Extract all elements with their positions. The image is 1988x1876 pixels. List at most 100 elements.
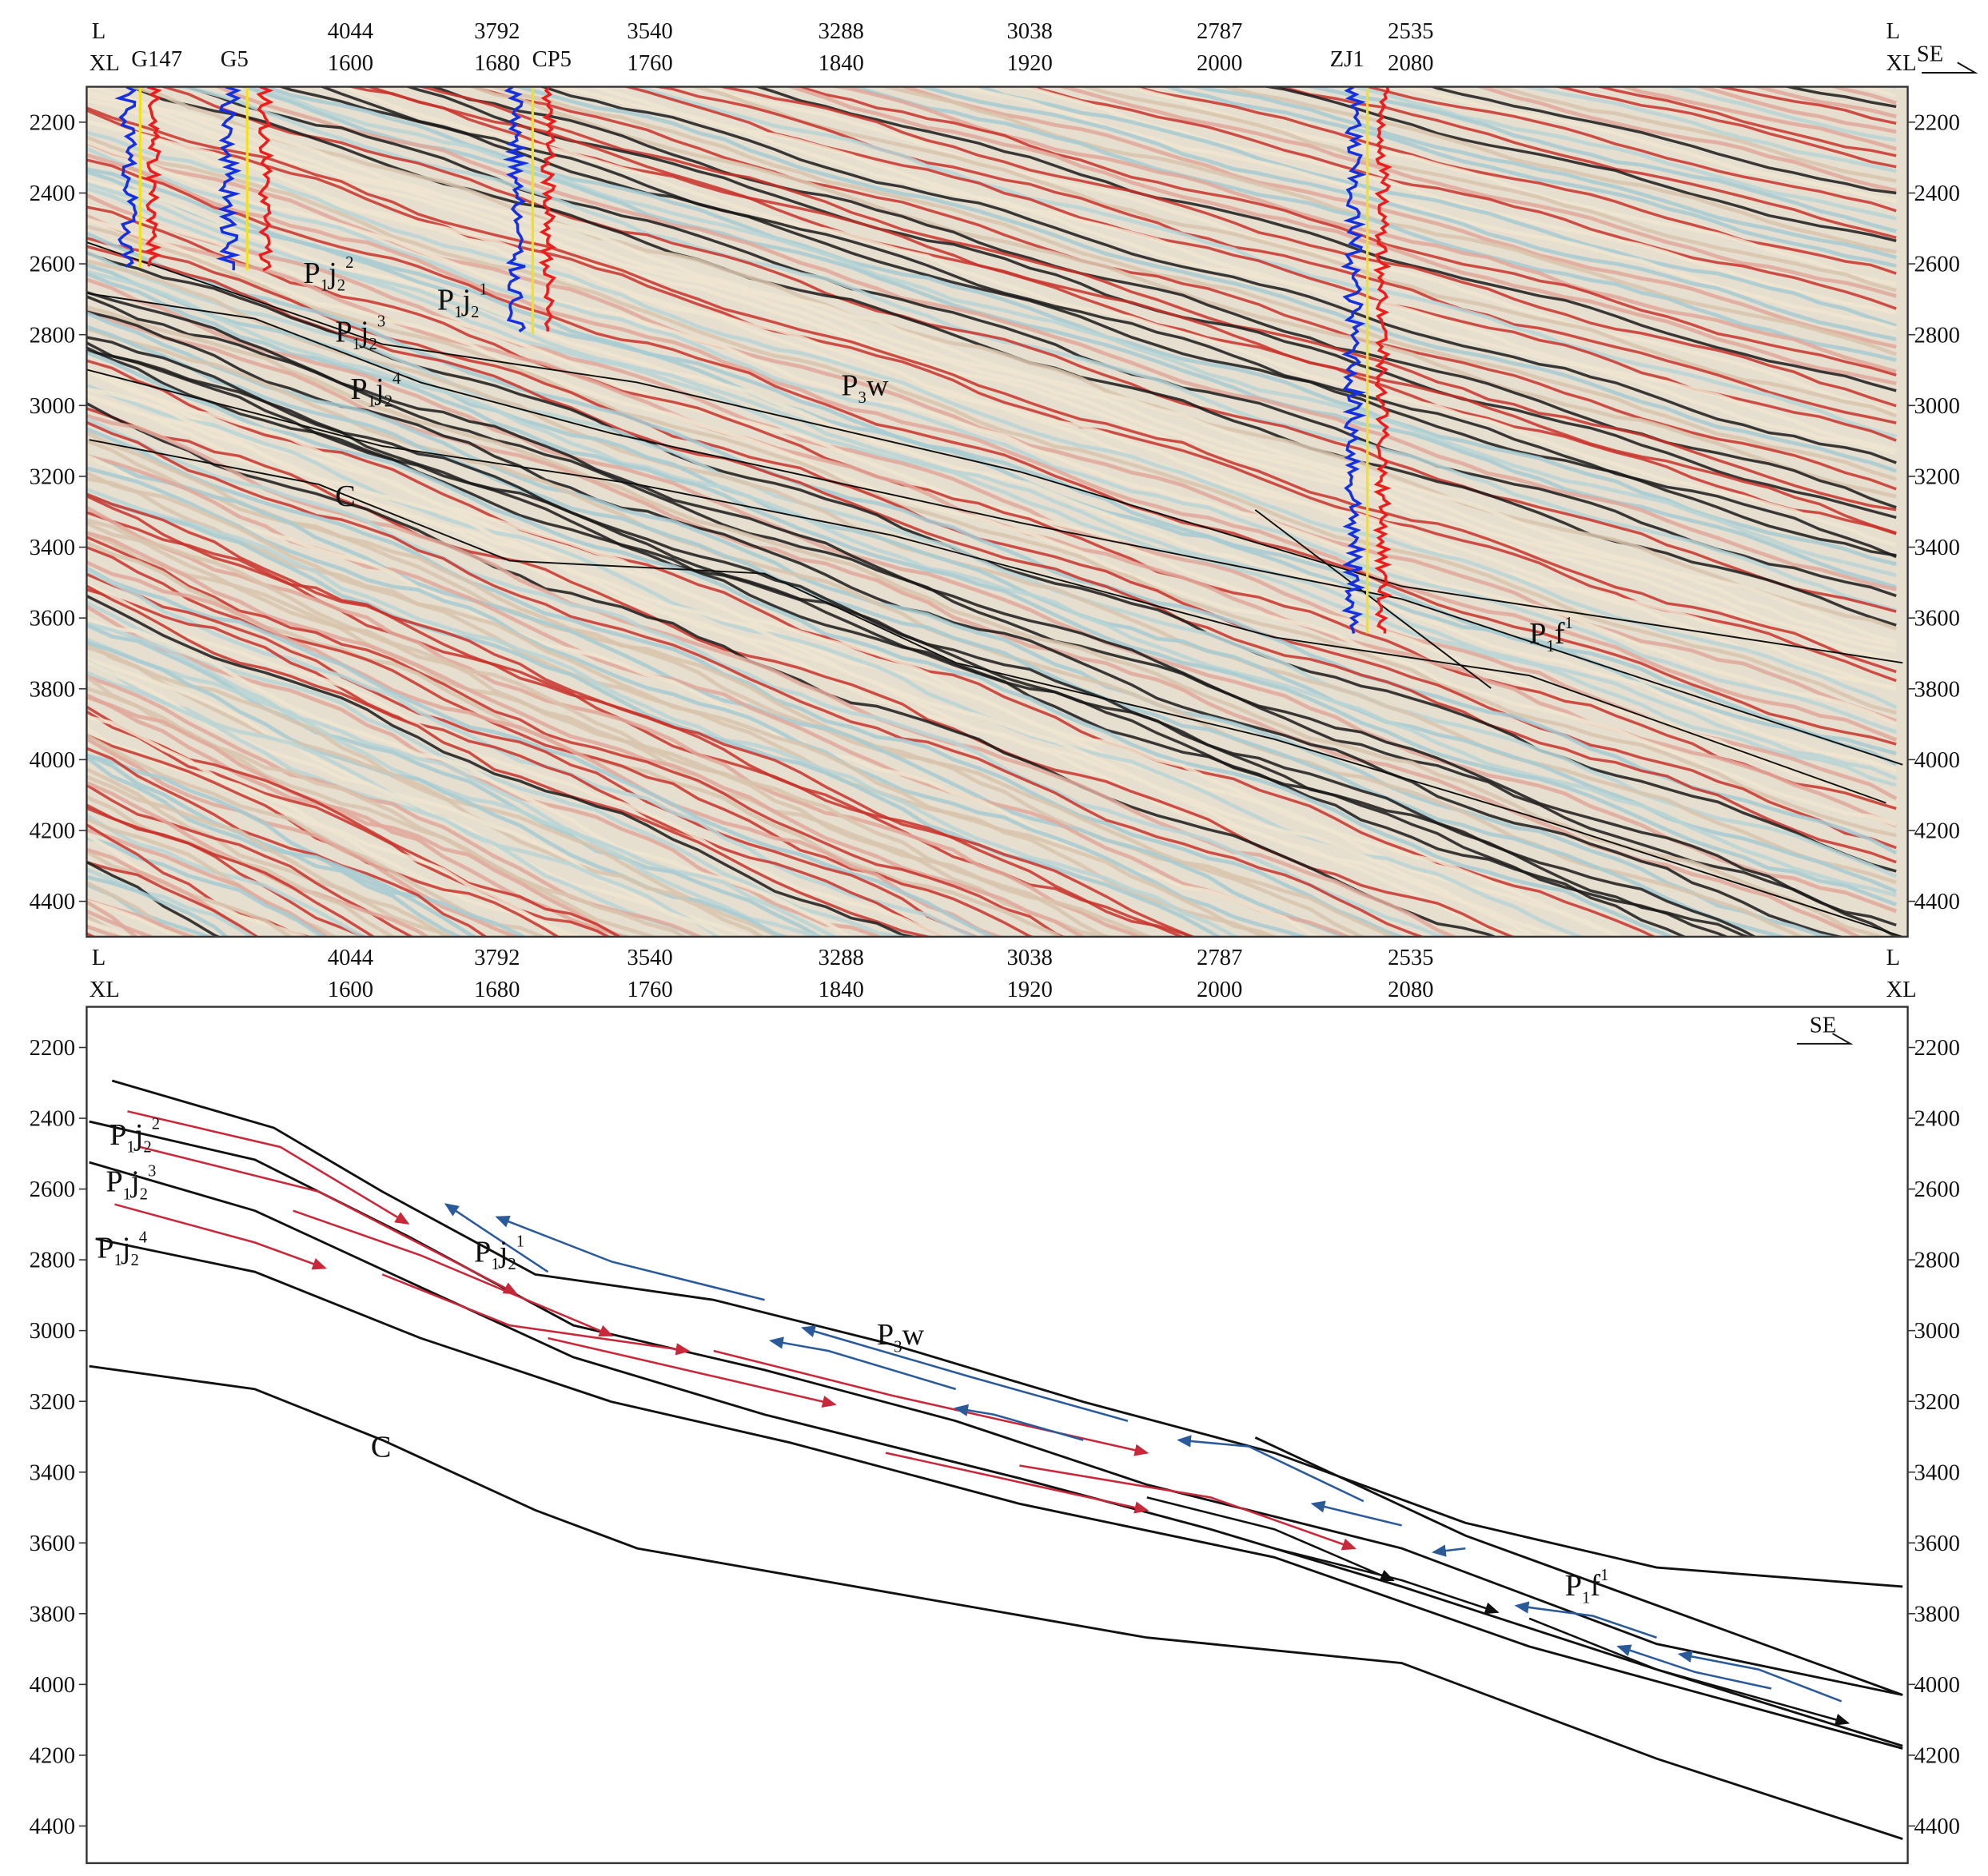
horizon-label-part: P xyxy=(97,1232,114,1265)
reflector xyxy=(86,350,1675,937)
reflector xyxy=(86,584,933,937)
reflector xyxy=(785,86,1897,386)
horizon-line xyxy=(111,1079,1903,1588)
reflector xyxy=(86,146,1897,735)
reflector xyxy=(86,90,1897,648)
horizon-label-part: 2 xyxy=(143,1138,151,1156)
reflector xyxy=(898,86,1897,349)
depth-label: 4200 xyxy=(30,1743,75,1768)
well-name: CP5 xyxy=(532,46,572,72)
seismic-section xyxy=(86,86,1903,937)
reflector xyxy=(159,86,1897,613)
reflector xyxy=(252,86,1897,578)
inline-number: 2535 xyxy=(1388,18,1433,44)
reflector xyxy=(86,637,827,937)
reflector xyxy=(86,693,635,937)
reflector xyxy=(86,98,1897,663)
reflector xyxy=(86,109,1897,683)
well-name: ZJ1 xyxy=(1330,46,1365,72)
reflector xyxy=(538,86,1897,464)
horizon-label-part: 1 xyxy=(1600,1567,1608,1584)
line-label: L xyxy=(1886,18,1900,44)
reflector xyxy=(86,675,687,937)
depth-label: 3400 xyxy=(30,1460,75,1485)
reflector xyxy=(86,546,1036,937)
horizon-label-part: j xyxy=(133,1118,144,1152)
horizon-label-part: j xyxy=(121,1232,131,1265)
depth-label: 3200 xyxy=(1914,464,1960,489)
reflector xyxy=(1428,86,1897,195)
reflector xyxy=(1189,86,1897,260)
reflector xyxy=(86,402,1498,937)
crossline-number: 1600 xyxy=(328,50,373,76)
reflector xyxy=(1855,86,1897,98)
flow-arrow xyxy=(1273,1547,1500,1615)
inline-number: 3288 xyxy=(819,945,864,970)
horizon-label-part: 3 xyxy=(894,1339,902,1356)
reflector xyxy=(1301,86,1897,233)
reflector xyxy=(86,420,1426,937)
depth-label: 2200 xyxy=(1914,1035,1960,1061)
horizon-label-part: 3 xyxy=(148,1163,156,1181)
well-log xyxy=(216,86,242,271)
inline-number: 2787 xyxy=(1197,945,1242,970)
crossline-label: XL xyxy=(1886,50,1916,76)
interpretation xyxy=(89,1079,1903,1840)
depth-label: 3800 xyxy=(30,1601,75,1627)
inline-number: 3038 xyxy=(1006,18,1052,44)
reflector xyxy=(166,86,1897,612)
reflector xyxy=(1398,86,1897,204)
inline-number: 3792 xyxy=(474,945,520,970)
reflector xyxy=(86,341,1752,937)
horizon-line xyxy=(89,1161,1903,1747)
reflector xyxy=(86,205,1897,811)
horizon-label-part: 2 xyxy=(369,336,377,353)
reflector xyxy=(1130,86,1897,275)
direction-arrow xyxy=(1922,62,1978,74)
horizon-line xyxy=(86,292,1903,766)
reflector xyxy=(86,431,1396,937)
flow-arrow xyxy=(127,1110,410,1225)
depth-label: 4000 xyxy=(30,1672,75,1698)
reflector xyxy=(86,158,1897,746)
reflector xyxy=(86,710,612,937)
horizon-label-part: 1 xyxy=(321,277,329,295)
flow-arrow xyxy=(548,1336,837,1408)
horizon-label-part: j xyxy=(327,257,337,290)
flow-arrow xyxy=(1310,1500,1402,1527)
depth-label: 3000 xyxy=(30,393,75,419)
horizon-label: P1j21 xyxy=(474,1233,524,1273)
depth-label: 3800 xyxy=(1914,1601,1960,1627)
reflector xyxy=(86,291,1897,927)
reflector xyxy=(86,595,919,937)
horizon-label-part: 2 xyxy=(508,1256,516,1273)
reflector xyxy=(86,259,1897,885)
inline-number: 2787 xyxy=(1197,18,1242,44)
horizon-label-part: j xyxy=(374,372,384,406)
reflector xyxy=(86,135,1897,715)
depth-label: 3200 xyxy=(30,1389,75,1415)
horizon-label-part: j xyxy=(359,315,369,349)
depth-label: 3600 xyxy=(1914,606,1960,631)
reflector xyxy=(1552,86,1897,169)
reflector xyxy=(847,86,1897,362)
inline-number: 2535 xyxy=(1388,945,1433,970)
reflector xyxy=(86,767,451,937)
reflector xyxy=(86,336,1758,937)
flow-arrow xyxy=(1514,1601,1657,1639)
reflector xyxy=(950,86,1897,330)
horizon-label-part: j xyxy=(498,1235,508,1269)
inline-number: 3038 xyxy=(1006,945,1052,970)
horizon-label-part: 2 xyxy=(337,277,345,295)
reflector xyxy=(86,753,528,937)
reflector xyxy=(86,295,1898,937)
horizon-label-part: P xyxy=(437,284,454,317)
depth-label: 4400 xyxy=(30,1814,75,1839)
reflector xyxy=(86,367,1623,937)
reflector xyxy=(86,167,1897,755)
reflector xyxy=(86,645,766,937)
depth-label: 2800 xyxy=(1914,322,1960,348)
reflector xyxy=(86,505,1152,937)
reflector xyxy=(86,325,1789,937)
